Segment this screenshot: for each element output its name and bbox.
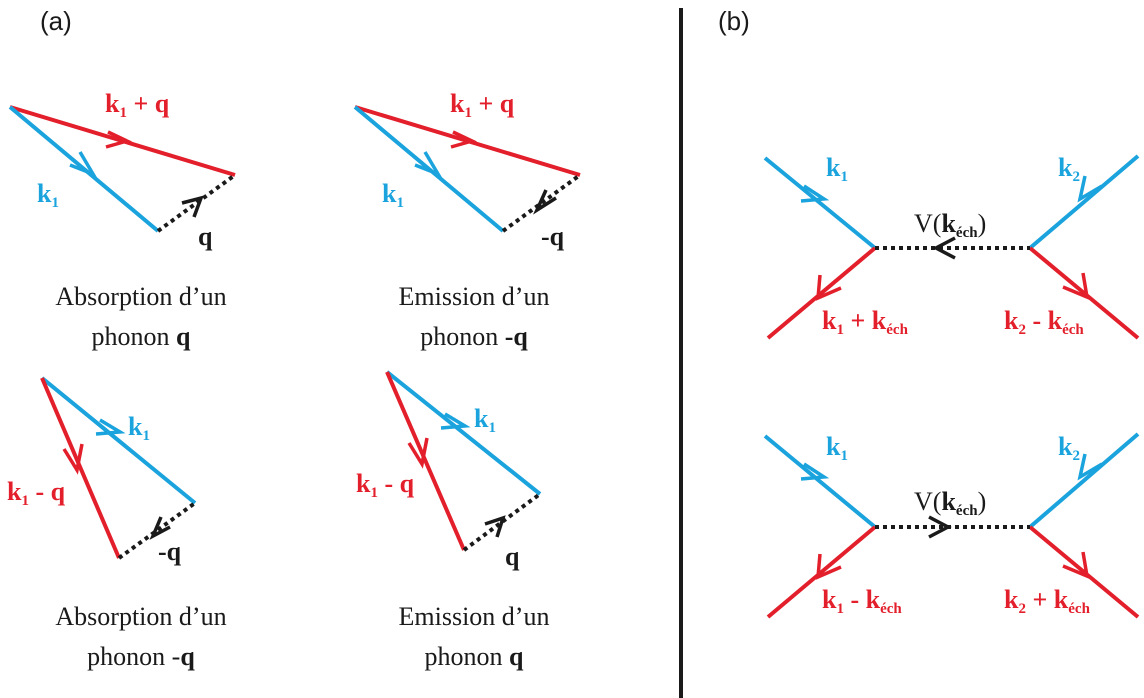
label-potential: V(kéch): [914, 487, 986, 519]
caption-line1: Absorption d’un: [55, 602, 226, 631]
caption-line1: Emission d’un: [399, 602, 550, 631]
caption-line2: phonon -q: [420, 322, 528, 351]
label-k1: k1: [382, 179, 404, 211]
label-k2-minus-kech: k2 - kéch: [1004, 306, 1084, 338]
label-phonon: -q: [158, 537, 182, 566]
chevron-right-icon: [105, 130, 132, 149]
chevron-down-left-icon: [149, 516, 171, 540]
electron-out-left-line: [766, 246, 877, 340]
label-k1-plus-q: k1 + q: [105, 89, 170, 121]
label-k2: k2: [1058, 153, 1080, 185]
phonon-line: [156, 173, 237, 233]
label-k1-minus-q: k1 - q: [7, 477, 66, 509]
label-k1: k1: [37, 179, 59, 211]
chevron-down-icon: [62, 443, 84, 475]
label-k2: k2: [1058, 432, 1080, 464]
chevron-down-left-icon: [816, 274, 842, 301]
chevron-down-right-icon: [1062, 272, 1090, 300]
electron-in-right-line: [1028, 154, 1140, 250]
caption-line2: phonon -q: [87, 642, 195, 671]
electron-in-line: [385, 370, 542, 496]
chevron-down-icon: [800, 184, 830, 203]
diagram-emission-q: k1 k1 - q q Emission d’un phonon q: [356, 370, 550, 671]
electron-in-right-line: [1028, 432, 1140, 529]
label-phonon: q: [198, 222, 213, 251]
chevron-down-icon: [440, 412, 471, 430]
electron-out-line: [40, 377, 121, 559]
diagram-absorption-q: k1 + q k1 q Absorption d’un phonon q: [8, 89, 237, 351]
label-k1-plus-kech: k1 + kéch: [822, 306, 909, 338]
label-k1: k1: [128, 412, 150, 444]
electron-out-right-line: [1028, 246, 1140, 340]
chevron-down-icon: [407, 437, 429, 469]
electron-out-left-line: [766, 525, 877, 619]
caption-line2: phonon q: [425, 642, 525, 671]
caption-line2: phonon q: [92, 322, 192, 351]
electron-out-line: [385, 371, 466, 551]
chevron-right-icon: [928, 515, 952, 539]
electron-in-left-line: [763, 156, 877, 250]
diagram-exchange-left: k1 k2 V(kéch) k1 + kéch k2 - kéch: [763, 153, 1140, 340]
electron-out-right-line: [1028, 525, 1140, 619]
chevron-down-icon: [1077, 175, 1103, 203]
label-k1: k1: [474, 404, 496, 436]
label-k1: k1: [826, 153, 848, 185]
chevron-down-icon: [1077, 453, 1103, 481]
label-k2-plus-kech: k2 + kéch: [1004, 585, 1091, 617]
electron-in-left-line: [763, 434, 877, 529]
chevron-down-icon: [95, 418, 126, 436]
label-k1: k1: [826, 432, 848, 464]
chevron-down-icon: [69, 151, 98, 178]
diagram-exchange-right: k1 k2 V(kéch) k1 - kéch k2 + kéch: [763, 432, 1140, 619]
label-phonon: -q: [541, 222, 565, 251]
chevron-up-icon: [181, 195, 204, 218]
panel-a-label: (a): [40, 6, 72, 36]
chevron-up-icon: [484, 515, 506, 538]
chevron-down-left-icon: [533, 189, 557, 215]
label-k1-minus-kech: k1 - kéch: [822, 585, 902, 617]
chevron-down-left-icon: [816, 553, 842, 580]
electron-in-line: [40, 376, 197, 505]
chevron-left-icon: [932, 236, 956, 260]
chevron-down-right-icon: [1062, 551, 1090, 579]
chevron-right-icon: [450, 130, 477, 149]
chevron-down-icon: [414, 151, 443, 178]
caption-line1: Emission d’un: [399, 282, 550, 311]
label-phonon: q: [505, 542, 520, 571]
diagram-absorption-minus-q: k1 k1 - q -q Absorption d’un phonon -q: [7, 376, 227, 671]
chevron-down-icon: [800, 462, 830, 481]
label-k1-plus-q: k1 + q: [450, 89, 515, 121]
label-potential: V(kéch): [914, 209, 986, 241]
label-k1-minus-q: k1 - q: [356, 469, 415, 501]
diagram-emission-minus-q: k1 + q k1 -q Emission d’un phonon -q: [353, 89, 582, 351]
panel-b-label: (b): [718, 6, 750, 36]
caption-line1: Absorption d’un: [55, 282, 226, 311]
